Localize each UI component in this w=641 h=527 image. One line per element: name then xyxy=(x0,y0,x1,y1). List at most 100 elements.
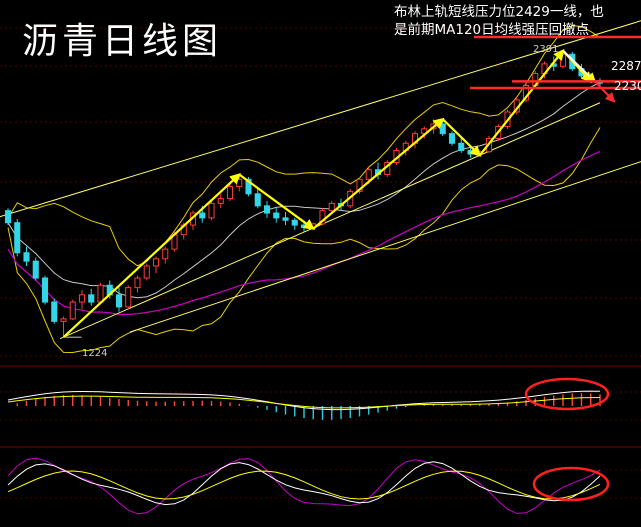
zigzag-segment xyxy=(478,48,565,156)
candle-body xyxy=(439,123,446,135)
candle xyxy=(152,256,160,274)
candle-body xyxy=(356,178,363,192)
candle-body xyxy=(162,248,169,260)
candle xyxy=(41,275,49,305)
pullback-arrow xyxy=(562,49,597,83)
boll-mid-line xyxy=(7,82,601,299)
chart-title: 沥青日线图 xyxy=(22,21,222,62)
kdj-highlight-circle xyxy=(532,466,610,502)
candle xyxy=(143,263,150,281)
candle xyxy=(32,257,39,281)
candle xyxy=(448,131,456,146)
macd-dea-line xyxy=(7,395,601,409)
zigzag-segment xyxy=(441,118,482,157)
pullback-arrow-2 xyxy=(594,80,616,103)
candle-body xyxy=(467,149,474,155)
candle-body xyxy=(32,260,39,279)
candle-body xyxy=(319,210,326,225)
macd-highlight-circle xyxy=(524,377,610,411)
candle-body xyxy=(14,222,21,254)
candle xyxy=(273,208,280,223)
candle-body xyxy=(328,202,335,212)
candle-body xyxy=(291,219,298,226)
candle-body xyxy=(97,284,104,303)
candle-body xyxy=(78,294,86,303)
candle-body xyxy=(217,198,224,204)
candle-body xyxy=(448,133,456,144)
support-line-2 xyxy=(129,161,641,333)
candle xyxy=(134,275,141,293)
candle-body xyxy=(4,210,12,224)
ma-long-line xyxy=(7,150,601,315)
candle xyxy=(115,287,123,312)
kdj-j-line xyxy=(7,457,601,515)
boll-lower-line xyxy=(7,127,601,354)
candle xyxy=(328,201,335,214)
candle xyxy=(51,298,58,324)
boll-upper-line xyxy=(7,25,601,267)
candle-body xyxy=(208,202,215,219)
candle xyxy=(88,288,95,306)
candle-body xyxy=(143,265,150,279)
zigzag-segment xyxy=(62,173,241,339)
candle xyxy=(4,208,12,226)
support-line-1 xyxy=(59,102,601,340)
candle xyxy=(125,285,132,310)
candle-body xyxy=(300,224,308,228)
candle xyxy=(14,219,21,257)
kdj-k-line xyxy=(7,461,601,506)
candle-body xyxy=(365,169,372,180)
candle xyxy=(226,184,234,202)
candle-body xyxy=(458,142,465,151)
macd-panel xyxy=(7,390,601,420)
candle xyxy=(263,201,271,218)
candle xyxy=(282,211,289,226)
trend-lines xyxy=(0,20,641,340)
candle-body xyxy=(125,287,132,308)
upper-channel-line xyxy=(0,20,641,218)
candle xyxy=(60,316,67,338)
kdj-panel xyxy=(7,457,601,515)
candle xyxy=(217,193,224,209)
candle-body xyxy=(134,277,141,289)
bollinger-bands xyxy=(7,25,601,354)
candle-body xyxy=(254,193,261,207)
level-2287-label: 2287 xyxy=(611,59,641,73)
grid xyxy=(0,27,641,499)
macd-dif-line xyxy=(7,390,601,411)
candle-body xyxy=(152,258,160,267)
candle-body xyxy=(245,178,252,195)
zigzag-segment xyxy=(238,173,316,230)
candle xyxy=(291,217,298,230)
price-levels xyxy=(470,35,641,90)
annotation-line-2: 是前期MA120日均线强压回撤点 xyxy=(394,21,589,38)
candle-body xyxy=(88,294,95,303)
zigzag-arrows xyxy=(62,48,616,339)
candle-body xyxy=(23,252,30,262)
candle-body xyxy=(236,178,243,188)
candle-body xyxy=(559,53,567,67)
candle xyxy=(254,188,261,209)
candle xyxy=(23,246,30,266)
candle xyxy=(162,246,169,264)
candle-body xyxy=(263,205,271,214)
candle-body xyxy=(69,301,76,320)
peak-price-label: 2391 xyxy=(533,44,558,55)
candle-body xyxy=(41,277,49,303)
low-price-label: 1224 xyxy=(82,348,107,359)
candle xyxy=(208,201,215,221)
candle-body xyxy=(273,212,280,219)
candle-body xyxy=(115,294,123,308)
candle-body xyxy=(60,318,67,322)
annotation-line-1: 布林上轨短线压力位2429一线，也 xyxy=(394,4,604,20)
candle-body xyxy=(199,212,206,219)
candle-body xyxy=(282,217,289,221)
level-2230-label: 2230 xyxy=(614,79,641,93)
kdj-d-line xyxy=(7,470,601,500)
candle-body xyxy=(226,186,234,200)
zigzag-segment xyxy=(312,117,445,230)
candle xyxy=(69,299,76,321)
candle-body xyxy=(51,301,58,322)
